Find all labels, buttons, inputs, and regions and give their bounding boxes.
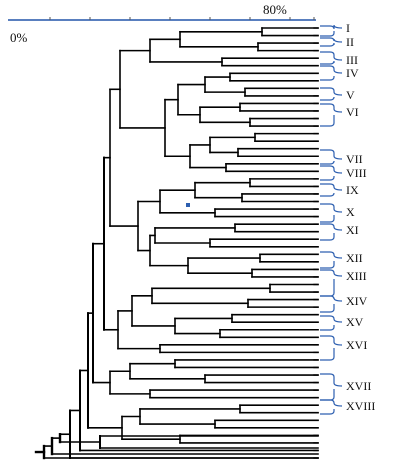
- cluster-label-16: XVI: [346, 338, 367, 352]
- cluster-bracket: [320, 24, 343, 37]
- dendrogram-tree: [34, 27, 319, 460]
- cluster-label-9: IX: [346, 183, 359, 197]
- cluster-label-13: XIII: [346, 269, 367, 283]
- cluster-label-15: XV: [346, 315, 364, 329]
- cluster-bracket: [320, 295, 343, 313]
- cluster-label-10: X: [346, 205, 355, 219]
- cluster-bracket: [320, 165, 343, 181]
- cluster-brackets: [320, 24, 343, 415]
- cluster-bracket: [320, 87, 343, 101]
- cluster-label-12: XII: [346, 251, 363, 265]
- cluster-label-18: XVIII: [346, 399, 375, 413]
- cluster-label-5: V: [346, 88, 355, 102]
- cluster-label-8: VIII: [346, 166, 367, 180]
- cluster-bracket: [320, 103, 343, 127]
- cluster-bracket: [320, 203, 343, 223]
- cluster-label-6: VI: [346, 105, 359, 119]
- cluster-label-7: VII: [346, 152, 363, 166]
- cluster-label-2: II: [346, 35, 354, 49]
- cluster-bracket: [320, 269, 343, 297]
- cluster-label-17: XVII: [346, 379, 371, 393]
- cluster-bracket: [320, 65, 343, 81]
- cluster-bracket: [320, 315, 343, 331]
- cluster-labels: I II III IV V VI VII VIII IX X XI XII XI…: [346, 21, 375, 413]
- cluster-label-1: I: [346, 21, 350, 35]
- cluster-label-14: XIV: [346, 294, 368, 308]
- cluster-label-11: XI: [346, 223, 359, 237]
- cluster-bracket: [320, 399, 343, 415]
- cluster-bracket: [320, 373, 343, 401]
- cluster-label-3: III: [346, 53, 358, 67]
- marker-dot: [186, 203, 190, 207]
- cluster-bracket: [320, 335, 343, 361]
- cluster-label-4: IV: [346, 66, 359, 80]
- scale-ticks: [49, 17, 315, 20]
- scale-min-label: 0%: [10, 30, 28, 45]
- cluster-bracket: [320, 183, 343, 197]
- cluster-bracket: [320, 223, 343, 241]
- cluster-bracket: [320, 51, 343, 65]
- cluster-bracket: [320, 37, 343, 47]
- cluster-bracket: [320, 251, 343, 269]
- similarity-scale: 0% 80%: [8, 2, 316, 45]
- cluster-bracket: [320, 149, 343, 165]
- scale-max-label: 80%: [263, 2, 287, 17]
